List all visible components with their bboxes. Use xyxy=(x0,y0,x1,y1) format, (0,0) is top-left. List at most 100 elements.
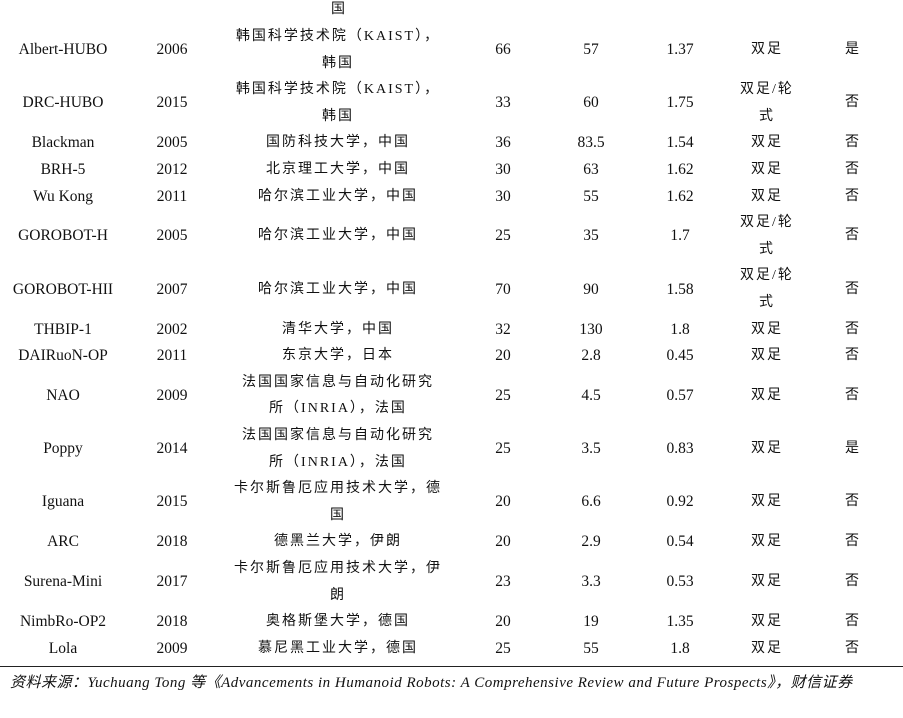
table-cell: Poppy xyxy=(43,440,83,458)
cell-line: 朗 xyxy=(330,587,346,603)
table-cell: 哈尔滨工业大学，中国 xyxy=(208,263,468,316)
table-cell: 否 xyxy=(845,162,861,177)
table-cell: 双足 xyxy=(722,529,812,556)
table-cell: DAIRuoN-OP xyxy=(18,347,108,365)
table-cell: 双足 xyxy=(722,24,812,77)
cell-line: 双足 xyxy=(751,388,783,404)
table-cell: 否 xyxy=(845,321,861,337)
table-cell: Lola xyxy=(48,639,78,657)
source-note: 资料来源：Yuchuang Tong 等《Advancements in Hum… xyxy=(10,675,853,691)
cell-line: 所（INRIA），法国 xyxy=(269,401,407,417)
table-cell: 25 xyxy=(495,387,511,405)
table-cell: 57 xyxy=(583,41,599,59)
cell-line: 哈尔滨工业大学，中国 xyxy=(258,281,418,297)
table-cell: 2018 xyxy=(156,533,188,551)
table-cell: ARC xyxy=(47,533,79,551)
table-cell: 双足 xyxy=(722,184,812,211)
table-cell: 4.5 xyxy=(581,387,601,405)
table-cell: 双足 xyxy=(722,370,812,423)
cell-line: 哈尔滨工业大学，中国 xyxy=(258,228,418,244)
table-cell: 2015 xyxy=(156,94,188,112)
cell-line: 双足 xyxy=(751,188,783,204)
table-cell: BRH-5 xyxy=(40,161,86,178)
table-cell: 2005 xyxy=(156,134,188,152)
table-cell: NimbRo-OP2 xyxy=(19,613,107,631)
table-cell: 2007 xyxy=(156,280,188,298)
cell-line: 双足 xyxy=(751,494,783,510)
table-cell: 2012 xyxy=(156,161,188,178)
table-cell: Blackman xyxy=(31,134,95,152)
table-cell: 双足 xyxy=(722,343,812,370)
table-cell: 0.45 xyxy=(666,347,694,365)
table-cell: 0.57 xyxy=(666,387,694,405)
cell-line: 慕尼黑工业大学，德国 xyxy=(258,640,418,656)
table-cell: 2.8 xyxy=(581,347,601,365)
table-cell: 否 xyxy=(845,135,861,151)
cell-line: 东京大学，日本 xyxy=(282,348,394,364)
table-cell: 双足/轮式 xyxy=(722,77,812,130)
cell-line: 卡尔斯鲁厄应用技术大学，伊 xyxy=(234,561,442,576)
cell-line: 双足 xyxy=(751,614,783,630)
cell-line: 双足 xyxy=(751,321,783,337)
table-cell: 双足/轮式 xyxy=(722,210,812,263)
table-cell: 是 xyxy=(845,42,861,58)
table-cell: 2006 xyxy=(156,41,188,59)
table-cell: 0.92 xyxy=(666,493,694,511)
cell-line: 式 xyxy=(759,241,775,257)
table-cell: 国防科技大学，中国 xyxy=(208,130,468,157)
table-cell: 韩国科学技术院（KAIST）， 韩国 xyxy=(208,24,468,77)
table-cell: 20 xyxy=(495,347,511,365)
table-cell: 是 xyxy=(845,441,861,457)
table-cell: GOROBOT-HII xyxy=(12,280,114,298)
table-cell: GOROBOT-H xyxy=(18,227,108,245)
table-cell: 2005 xyxy=(156,227,188,245)
table-cell: 30 xyxy=(495,161,511,178)
table-cell: 1.62 xyxy=(666,187,694,205)
cell-line: 式 xyxy=(759,294,775,310)
table-cell: 33 xyxy=(495,94,511,112)
table-cell: 2009 xyxy=(156,387,188,405)
table-cell: 2009 xyxy=(156,639,188,657)
table-cell: 66 xyxy=(495,41,511,59)
table-rule xyxy=(0,666,903,667)
table-cell: 1.62 xyxy=(666,161,694,178)
table-cell: 清华大学，中国 xyxy=(208,317,468,344)
table-cell: 63 xyxy=(583,161,599,178)
cell-line: 双足 xyxy=(751,574,783,590)
table-cell: 卡尔斯鲁厄应用技术大学，伊朗 xyxy=(208,556,468,609)
table-cell: 83.5 xyxy=(577,134,605,152)
table-cell: 2.9 xyxy=(581,533,601,551)
table-cell: 否 xyxy=(845,614,861,630)
table-cell: 0.54 xyxy=(666,533,694,551)
table-cell: 2011 xyxy=(156,187,188,205)
table-cell: 哈尔滨工业大学，中国 xyxy=(208,184,468,211)
cell-line: 德黑兰大学，伊朗 xyxy=(274,534,402,550)
table-cell: 19 xyxy=(583,613,599,631)
table-cell: THBIP-1 xyxy=(34,320,92,338)
cell-line: 韩国科学技术院（KAIST）， xyxy=(235,82,441,98)
table-cell: 130 xyxy=(579,320,603,338)
table-cell: 双足 xyxy=(722,157,812,184)
cell-line: 法国国家信息与自动化研究 xyxy=(242,428,434,443)
table-cell: 1.35 xyxy=(666,613,694,631)
cell-line: 双足 xyxy=(751,348,783,364)
table-cell: 韩国科学技术院（KAIST）， 韩国 xyxy=(208,77,468,130)
table-cell: Surena-Mini xyxy=(23,573,103,591)
table-cell: 60 xyxy=(583,94,599,112)
table-cell: 30 xyxy=(495,187,511,205)
table-cell: 20 xyxy=(495,533,511,551)
cell-line: 双足 xyxy=(751,441,783,457)
table-cell: 32 xyxy=(495,320,511,338)
table-cell: 1.7 xyxy=(670,227,690,245)
cell-line: 卡尔斯鲁厄应用技术大学，德 xyxy=(234,481,442,497)
table-cell: 东京大学，日本 xyxy=(208,343,468,370)
table-cell: 北京理工大学，中国 xyxy=(208,157,468,184)
table-cell: 双足 xyxy=(722,423,812,476)
table-cell: 20 xyxy=(495,613,511,631)
table-cell: 否 xyxy=(845,188,861,204)
table-cell: 20 xyxy=(495,493,511,511)
table-cell: 1.58 xyxy=(666,280,694,298)
table-cell: 双足 xyxy=(722,130,812,157)
table-cell: 否 xyxy=(845,534,861,550)
